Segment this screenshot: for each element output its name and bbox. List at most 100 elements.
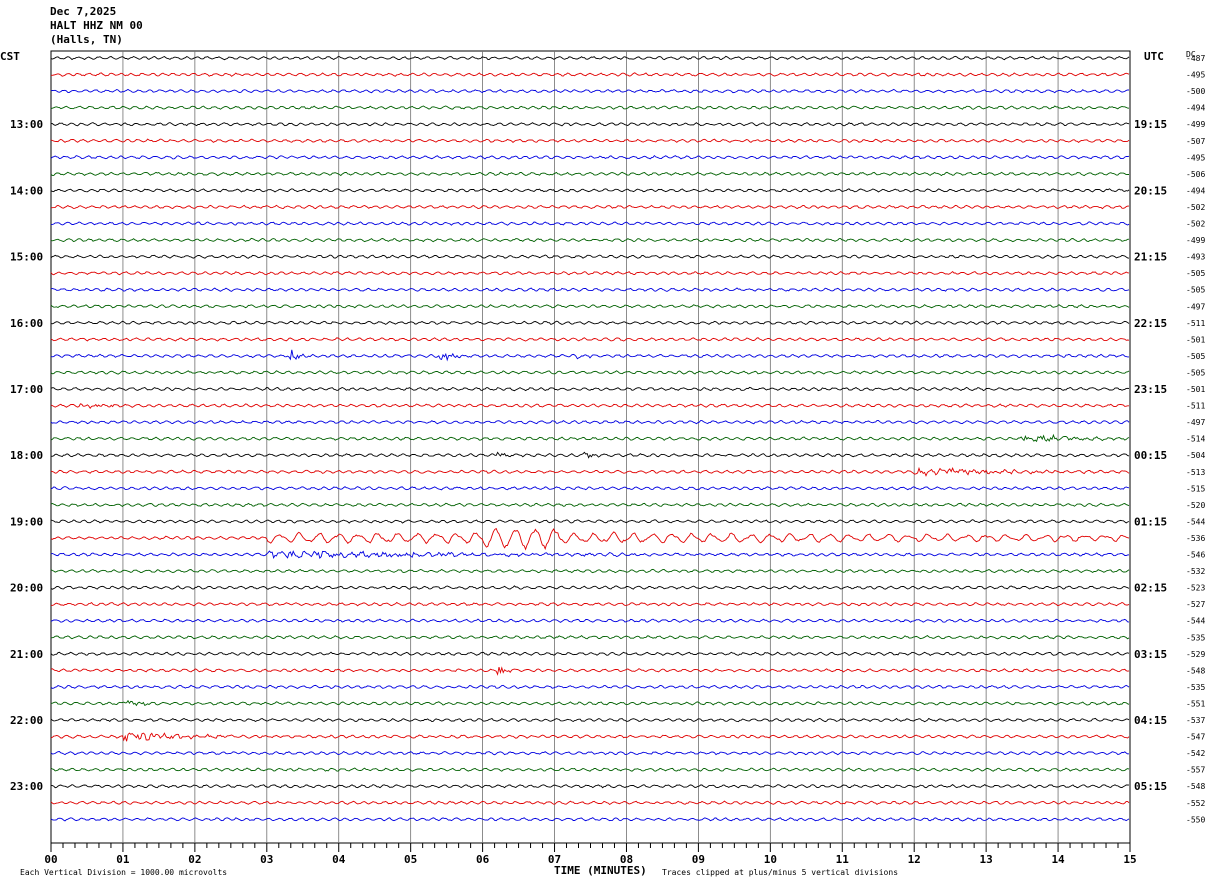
dc-offset-label: -532	[1186, 567, 1205, 576]
right-hour-label: 02:15	[1134, 582, 1167, 595]
seismic-trace	[50, 618, 1130, 623]
seismic-trace	[50, 154, 1130, 160]
left-hour-label: 23:00	[10, 780, 43, 793]
dc-header: DC	[1186, 50, 1196, 59]
seismic-trace	[50, 221, 1130, 226]
dc-offset-label: -507	[1186, 137, 1205, 146]
dc-offset-label: -500	[1186, 87, 1205, 96]
dc-offset-label: -501	[1186, 385, 1205, 394]
station-code: HALT HHZ NM 00	[50, 19, 143, 32]
dc-offset-label: -505	[1186, 269, 1205, 278]
right-hour-label: 01:15	[1134, 515, 1167, 528]
right-hour-label: 20:15	[1134, 184, 1167, 197]
left-hour-label: 17:00	[10, 383, 43, 396]
dc-offset-label: -511	[1186, 402, 1205, 411]
dc-offset-label: -501	[1186, 335, 1205, 344]
dc-offset-label: -536	[1186, 534, 1205, 543]
x-tick-label: 04	[332, 853, 346, 866]
seismic-trace	[50, 55, 1130, 61]
seismic-trace	[50, 486, 1130, 491]
seismic-trace	[50, 204, 1129, 210]
right-hour-label: 00:15	[1134, 449, 1167, 462]
seismic-trace	[50, 699, 1130, 707]
seismic-trace	[50, 88, 1130, 94]
seismic-trace	[50, 585, 1130, 590]
seismic-trace	[50, 568, 1130, 574]
seismic-trace	[50, 287, 1130, 292]
seismic-trace	[50, 433, 1130, 443]
seismic-trace	[50, 451, 1130, 459]
left-timezone: CST	[0, 50, 20, 63]
seismic-trace	[50, 466, 1130, 477]
dc-offset-label: -505	[1186, 352, 1205, 361]
seismic-trace	[50, 254, 1130, 259]
dc-offset-label: -551	[1186, 699, 1205, 708]
station-location: (Halls, TN)	[50, 33, 123, 46]
dc-offset-label: -550	[1186, 815, 1205, 824]
left-hour-label: 19:00	[10, 515, 43, 528]
dc-offset-label: -515	[1186, 484, 1205, 493]
x-tick-label: 07	[548, 853, 561, 866]
dc-offset-label: -537	[1186, 716, 1205, 725]
seismic-trace	[50, 634, 1130, 640]
x-tick-label: 15	[1123, 853, 1136, 866]
seismic-trace	[50, 370, 1130, 375]
dc-offset-label: -495	[1186, 71, 1205, 80]
right-hour-label: 04:15	[1134, 714, 1167, 727]
seismic-trace	[50, 419, 1130, 425]
seismic-trace	[50, 767, 1130, 772]
seismic-trace	[50, 320, 1130, 325]
dc-offset-label: -548	[1186, 666, 1205, 675]
x-tick-label: 01	[116, 853, 130, 866]
seismic-trace	[50, 386, 1130, 392]
dc-offset-label: -523	[1186, 584, 1205, 593]
seismic-trace	[50, 527, 1130, 551]
right-hour-label: 22:15	[1134, 317, 1167, 330]
x-tick-label: 05	[404, 853, 417, 866]
left-hour-label: 21:00	[10, 648, 43, 661]
right-hour-label: 21:15	[1134, 251, 1167, 264]
seismic-trace	[50, 122, 1130, 127]
left-hour-label: 20:00	[10, 582, 43, 595]
seismic-trace	[50, 188, 1130, 193]
seismic-trace	[50, 502, 1130, 508]
left-hour-label: 15:00	[10, 251, 43, 264]
right-hour-label: 03:15	[1134, 648, 1167, 661]
dc-offset-label: -514	[1186, 435, 1205, 444]
right-hour-label: 23:15	[1134, 383, 1167, 396]
dc-offset-label: -548	[1186, 782, 1205, 791]
seismic-trace	[50, 550, 1130, 560]
dc-offset-label: -552	[1186, 799, 1205, 808]
dc-offset-label: -493	[1186, 253, 1205, 262]
seismic-trace	[50, 684, 1130, 690]
x-tick-label: 06	[476, 853, 490, 866]
x-tick-label: 12	[908, 853, 921, 866]
left-hour-label: 16:00	[10, 317, 43, 330]
dc-offset-label: -511	[1186, 319, 1205, 328]
seismic-trace	[50, 817, 1130, 822]
x-tick-label: 00	[44, 853, 57, 866]
seismic-trace	[50, 171, 1129, 177]
seismic-trace	[50, 784, 1130, 789]
seismic-trace	[50, 800, 1130, 805]
seismic-trace	[50, 403, 1129, 409]
plot-frame	[50, 50, 1131, 844]
dc-offset-label: -544	[1186, 517, 1205, 526]
scale-note: Each Vertical Division = 1000.00 microvo…	[20, 868, 228, 877]
seismic-trace	[50, 337, 1130, 342]
seismic-trace	[50, 732, 1130, 742]
seismic-trace	[50, 105, 1130, 110]
clip-note: Traces clipped at plus/minus 5 vertical …	[662, 868, 899, 877]
x-tick-label: 08	[620, 853, 633, 866]
dc-offset-label: -504	[1186, 451, 1205, 460]
seismic-trace	[50, 72, 1130, 77]
dc-offset-label: -547	[1186, 733, 1205, 742]
x-tick-label: 02	[188, 853, 201, 866]
seismic-trace	[50, 270, 1130, 276]
dc-offset-label: -513	[1186, 468, 1205, 477]
x-tick-label: 13	[980, 853, 993, 866]
right-hour-label: 19:15	[1134, 118, 1167, 131]
seismic-trace	[50, 601, 1130, 607]
x-axis-label: TIME (MINUTES)	[554, 864, 647, 877]
